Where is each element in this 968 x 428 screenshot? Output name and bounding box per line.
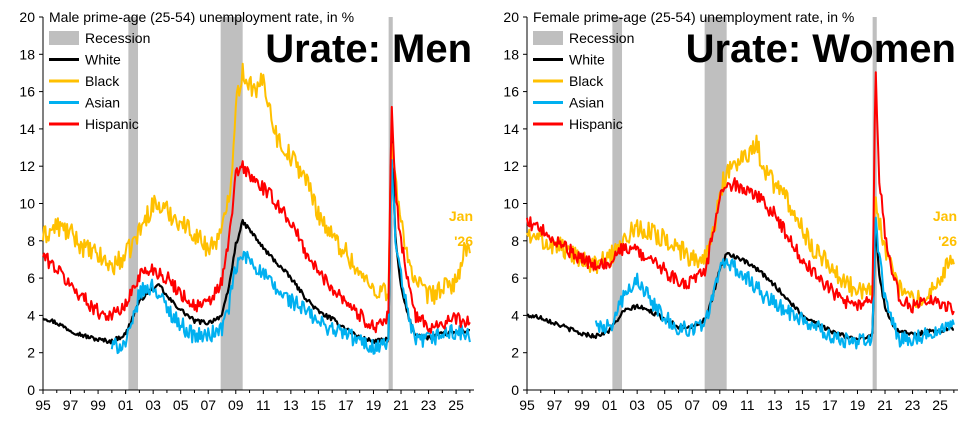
y-tick-label: 16 [503,84,519,100]
x-tick-label: 95 [519,397,535,413]
legend-label-asian: Asian [569,95,604,111]
legend-label-hispanic: Hispanic [569,116,623,132]
x-tick-label: 95 [35,397,51,413]
x-tick-label: 25 [448,397,464,413]
y-tick-label: 2 [511,345,519,361]
y-tick-label: 16 [19,84,35,100]
x-tick-label: 17 [338,397,354,413]
x-tick-label: 97 [547,397,563,413]
x-tick-label: 99 [90,397,106,413]
legend-label-recession: Recession [569,30,634,46]
y-tick-label: 0 [27,382,35,398]
x-tick-label: 17 [822,397,838,413]
legend-label-white: White [569,52,605,68]
x-tick-label: 09 [228,397,244,413]
legend: Recession White Black Asian Hispanic [533,30,634,132]
y-tick-label: 4 [511,307,519,323]
y-tick-label: 20 [503,9,519,25]
x-tick-label: 21 [393,397,409,413]
x-tick-label: 99 [574,397,590,413]
x-tick-labels: 95 97 99 01 03 05 07 09 11 13 15 17 19 21 23 25 [35,390,471,413]
recession-bar-0 [128,17,139,390]
y-tick-label: 8 [27,233,35,249]
y-tick-label: 10 [503,196,519,212]
annotation-line: Jan [933,208,957,224]
y-tick-label: 18 [503,46,519,62]
chart-men: 0 2 4 6 8 10 12 14 16 18 20 95 97 99 01 03 05 07 09 11 13 15 1… [19,9,474,413]
y-tick-label: 6 [27,270,35,286]
y-tick-labels: 0 2 4 6 8 10 12 14 16 18 20 [19,9,43,398]
series-line-hispanic [42,105,471,334]
recession-bar-0 [612,17,623,390]
series-line-asian [110,159,471,355]
x-tick-label: 97 [63,397,79,413]
annotation-line: '26 [454,233,473,249]
y-tick-label: 12 [19,158,35,174]
legend-label-white: White [85,52,121,68]
x-tick-label: 13 [283,397,299,413]
x-tick-label: 05 [173,397,189,413]
x-tick-label: 01 [118,397,134,413]
x-tick-label: 09 [712,397,728,413]
recession-bar-1 [220,17,243,390]
y-tick-label: 8 [511,233,519,249]
legend-label-black: Black [85,73,120,89]
legend: Recession White Black Asian Hispanic [49,30,150,132]
y-tick-label: 10 [19,196,35,212]
chart-title: Male prime-age (25-54) unemployment rate… [49,9,354,25]
x-tick-labels: 95 97 99 01 03 05 07 09 11 13 15 17 19 21 23 25 [519,390,955,413]
y-tick-label: 6 [511,270,519,286]
x-tick-label: 19 [850,397,866,413]
y-tick-label: 20 [19,9,35,25]
legend-label-black: Black [569,73,604,89]
series-line-hispanic [526,71,955,316]
x-tick-label: 13 [767,397,783,413]
x-tick-label: 25 [932,397,948,413]
y-tick-label: 18 [19,46,35,62]
annotation-line: Jan [449,208,473,224]
x-tick-label: 07 [200,397,216,413]
y-tick-label: 0 [511,382,519,398]
y-tick-label: 2 [27,345,35,361]
x-tick-label: 15 [311,397,327,413]
x-tick-label: 03 [629,397,645,413]
x-tick-label: 11 [256,397,271,413]
x-tick-label: 23 [421,397,437,413]
x-tick-label: 15 [795,397,811,413]
chart-women: 0 2 4 6 8 10 12 14 16 18 20 95 97 99 01 03 05 07 09 11 13 15 1… [503,9,958,413]
x-tick-label: 03 [145,397,161,413]
annotation-jan-26: Jan '26 [449,208,473,249]
series-line-white [42,135,471,345]
legend-swatch-recession [533,31,563,45]
x-tick-label: 23 [905,397,921,413]
x-tick-label: 11 [740,397,755,413]
y-tick-label: 12 [503,158,519,174]
x-tick-label: 19 [366,397,382,413]
series-line-black [526,134,955,308]
x-tick-label: 05 [657,397,673,413]
legend-label-hispanic: Hispanic [85,116,139,132]
chart-title: Female prime-age (25-54) unemployment ra… [533,9,854,25]
y-tick-label: 4 [27,307,35,323]
overlay-title: Urate: Women [686,27,956,71]
x-tick-label: 21 [877,397,893,413]
x-tick-label: 07 [684,397,700,413]
overlay-title: Urate: Men [265,27,472,71]
legend-label-recession: Recession [85,30,150,46]
y-tick-label: 14 [503,121,519,137]
series-lines [42,62,471,355]
y-tick-labels: 0 2 4 6 8 10 12 14 16 18 20 [503,9,527,398]
series-lines [526,71,955,350]
series-line-black [42,62,471,305]
annotation-line: '26 [938,233,957,249]
x-tick-label: 01 [602,397,618,413]
recession-bar-1 [704,17,727,390]
series-line-asian [594,216,955,350]
y-tick-label: 14 [19,121,35,137]
annotation-jan-26: Jan '26 [933,208,957,249]
legend-swatch-recession [49,31,79,45]
legend-label-asian: Asian [85,95,120,111]
series-line-white [526,225,954,342]
